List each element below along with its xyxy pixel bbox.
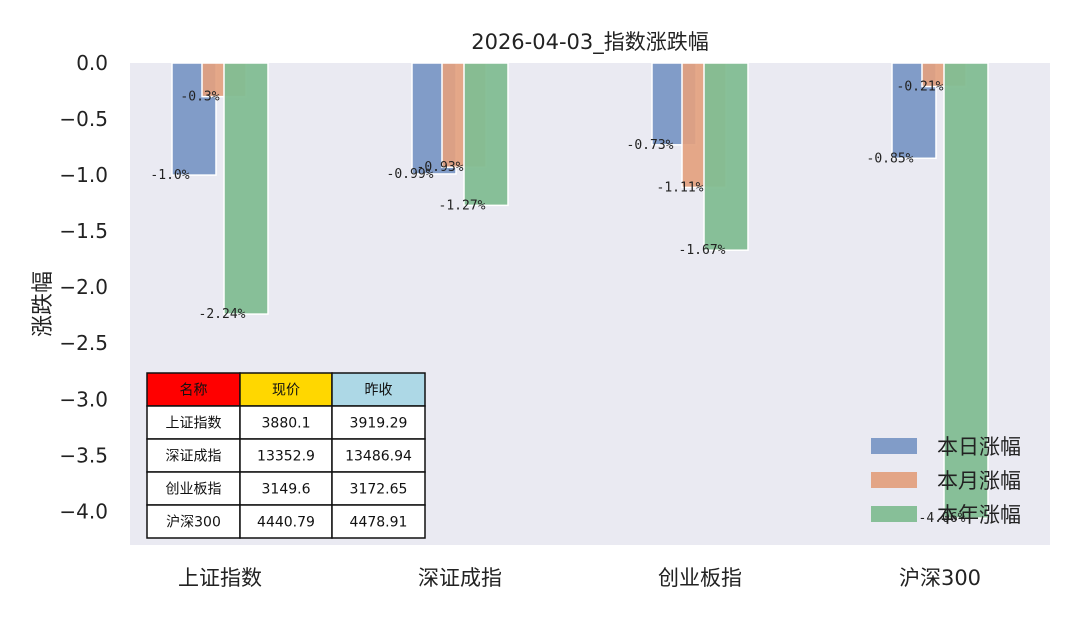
table-cell: [331, 405, 426, 440]
table-cell-value: 3149.6: [262, 482, 311, 498]
y-tick-label: −1.0: [59, 163, 108, 187]
x-tick-label: 创业板指: [658, 566, 742, 590]
table-header-label: 昨收: [365, 383, 393, 399]
table-cell-value: 上证指数: [166, 416, 222, 432]
table-cell-value: 3880.1: [262, 416, 311, 432]
table-cell-value: 沪深300: [166, 515, 221, 531]
value-labels: -1.0% -0.99% -0.73% -0.85% -0.3% -0.93% -1.11%…: [150, 80, 965, 527]
bar-value-label: -1.0%: [150, 168, 189, 183]
table-cell-value: 3919.29: [350, 416, 408, 432]
table-cell-value: 创业板指: [166, 482, 222, 498]
bar-value-label: -0.93%: [417, 160, 464, 175]
bar: [223, 62, 269, 315]
table-header-label: 名称: [180, 383, 208, 399]
bar-value-label: -0.85%: [867, 151, 914, 166]
y-tick-label: 0.0: [76, 51, 108, 75]
table-cell: [331, 504, 426, 539]
chart-title: 2026-04-03_指数涨跌幅: [471, 30, 709, 55]
bars-layer: [171, 62, 989, 519]
table-cell: [146, 471, 241, 506]
bar: [463, 62, 509, 207]
table-cell: [239, 504, 333, 539]
bar-value-label: -2.24%: [199, 307, 246, 322]
table-cell-value: 13352.9: [257, 449, 315, 465]
y-axis-ticks: 0.0 −0.5 −1.0 −1.5 −2.0 −2.5 −3.0 −3.5 −4.0: [59, 51, 108, 523]
legend-swatch: [871, 438, 917, 454]
bar-value-label: -1.27%: [439, 198, 486, 213]
table-cell: [146, 405, 241, 440]
legend-label: 本月涨幅: [937, 469, 1021, 493]
y-tick-label: −4.0: [59, 499, 108, 523]
table-cell: [239, 405, 333, 440]
y-tick-label: −1.5: [59, 219, 108, 243]
bar-value-label: -1.11%: [657, 180, 704, 195]
y-tick-label: −2.5: [59, 331, 108, 355]
table-header-label: 现价: [272, 383, 300, 399]
table-cell-value: 13486.94: [345, 449, 412, 465]
table-header-cell: [331, 372, 426, 407]
y-tick-label: −3.5: [59, 443, 108, 467]
bar-value-label: -0.73%: [627, 138, 674, 153]
legend-label: 本年涨幅: [937, 503, 1021, 527]
x-axis-ticks: 上证指数 深证成指 创业板指 沪深300: [178, 566, 981, 590]
bar-value-label: -1.67%: [679, 243, 726, 258]
legend-swatch: [871, 506, 917, 522]
legend-label: 本日涨幅: [937, 435, 1021, 459]
bar-value-label: -4.06%: [919, 511, 966, 526]
table-cell: [331, 471, 426, 506]
bar-value-label: -0.21%: [897, 80, 944, 95]
table-cell-value: 4478.91: [350, 515, 408, 531]
bar: [703, 62, 749, 251]
table-header-cell: [239, 372, 333, 407]
table-cell-value: 深证成指: [166, 449, 222, 465]
x-tick-label: 上证指数: [178, 566, 262, 590]
table-cell-value: 4440.79: [257, 515, 315, 531]
bar: [943, 62, 989, 519]
y-tick-label: −0.5: [59, 107, 108, 131]
x-tick-label: 沪深300: [899, 566, 981, 590]
bar-value-label: -0.99%: [387, 167, 434, 182]
y-tick-label: −3.0: [59, 387, 108, 411]
y-axis-label: 涨跌幅: [31, 271, 56, 337]
table-cell-value: 3172.65: [350, 482, 408, 498]
legend-swatch: [871, 472, 917, 488]
x-tick-label: 深证成指: [418, 566, 502, 590]
bar-value-label: -0.3%: [180, 90, 219, 105]
y-tick-label: −2.0: [59, 275, 108, 299]
table-cell: [331, 438, 426, 473]
